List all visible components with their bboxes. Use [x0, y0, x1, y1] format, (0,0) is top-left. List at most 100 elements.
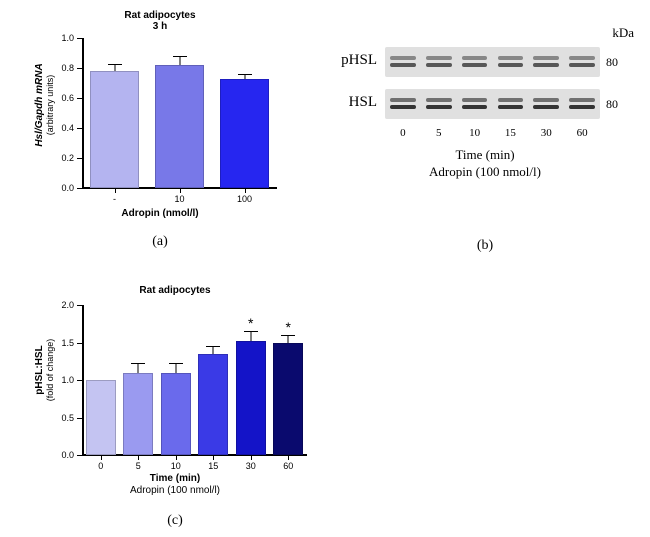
y-tick: [77, 418, 82, 419]
blot-band: [569, 56, 595, 60]
y-tick: [77, 68, 82, 69]
blot-band: [462, 63, 488, 67]
y-axis: [82, 305, 84, 455]
panel-c-title-text: Rat adipocytes: [139, 285, 210, 296]
blot-band: [498, 56, 524, 60]
blot-band: [569, 98, 595, 102]
significance-mark: *: [248, 315, 253, 331]
panel-a-ylabel-main: Hsl/Gapdh mRNA: [34, 63, 45, 146]
blot-band: [390, 98, 416, 102]
panel-a-chart: Rat adipocytes 3 h 0.00.20.40.60.81.0-10…: [20, 10, 300, 230]
x-tick: [115, 188, 116, 193]
blot-band: [462, 98, 488, 102]
x-tick-label: 10: [174, 194, 184, 204]
y-tick: [77, 188, 82, 189]
panel-c-label: (c): [20, 513, 330, 529]
x-tick: [213, 455, 214, 460]
bar: [220, 79, 269, 189]
blot-band: [390, 63, 416, 67]
bar: [123, 373, 153, 456]
panel-c-ylabel: pHSL:HSL (fold of change): [34, 295, 56, 445]
blot-band: [533, 98, 559, 102]
y-tick-label: 0.0: [48, 450, 74, 460]
error-bar: [131, 363, 145, 373]
y-tick: [77, 305, 82, 306]
blot-band: [533, 105, 559, 109]
blot-lane-label: 60: [577, 127, 588, 139]
panel-b-blot: kDa pHSL80HSL800510153060Time (min)Adrop…: [330, 25, 640, 230]
blot-band: [498, 98, 524, 102]
error-bar: [173, 56, 187, 65]
x-tick-label: 60: [283, 461, 293, 471]
blot-band: [462, 105, 488, 109]
x-tick: [176, 455, 177, 460]
error-bar: [169, 363, 183, 373]
x-tick: [101, 455, 102, 460]
panel-c: Rat adipocytes 0.00.51.01.52.0051015*30*…: [20, 285, 330, 535]
blot-lane-label: 30: [541, 127, 552, 139]
x-tick-label: -: [113, 194, 116, 204]
bar: [155, 65, 204, 188]
blot-band: [390, 105, 416, 109]
blot-caption-line2: Adropin (100 nmol/l): [429, 164, 541, 179]
blot-band: [426, 63, 452, 67]
x-tick-label: 10: [171, 461, 181, 471]
panel-a: Rat adipocytes 3 h 0.00.20.40.60.81.0-10…: [20, 10, 300, 255]
blot-row-label: pHSL: [330, 52, 377, 69]
panel-c-xlabel-line1: Time (min): [150, 473, 200, 484]
blot-band: [498, 105, 524, 109]
x-tick-label: 0: [98, 461, 103, 471]
blot-band: [533, 56, 559, 60]
blot-band: [569, 105, 595, 109]
blot-caption: Time (min)Adropin (100 nmol/l): [330, 147, 640, 181]
y-tick: [77, 38, 82, 39]
y-tick: [77, 343, 82, 344]
panel-c-title: Rat adipocytes: [20, 285, 330, 296]
y-axis: [82, 38, 84, 188]
blot-strip: [385, 47, 600, 77]
x-tick-label: 5: [136, 461, 141, 471]
error-bar: [281, 335, 295, 343]
blot-band: [569, 63, 595, 67]
bar: [198, 354, 228, 455]
panel-c-xlabel: Time (min) Adropin (100 nmol/l): [20, 473, 330, 496]
blot-band: [426, 105, 452, 109]
bar: [273, 343, 303, 456]
x-tick: [245, 188, 246, 193]
x-tick-label: 30: [246, 461, 256, 471]
panel-a-ylabel-sub: (arbitrary units): [45, 75, 55, 136]
y-tick: [77, 98, 82, 99]
x-tick: [180, 188, 181, 193]
blot-row-label: HSL: [330, 94, 377, 111]
y-tick: [77, 380, 82, 381]
x-tick: [288, 455, 289, 460]
panel-a-title-line1: Rat adipocytes: [124, 10, 195, 21]
blot-band: [533, 63, 559, 67]
significance-mark: *: [286, 319, 291, 335]
panel-b-label: (b): [330, 238, 640, 254]
error-bar: [238, 74, 252, 79]
panel-a-title-line2: 3 h: [153, 21, 167, 32]
panel-a-ylabel: Hsl/Gapdh mRNA (arbitrary units): [34, 30, 56, 180]
blot-kda-value: 80: [606, 97, 618, 112]
y-tick: [77, 158, 82, 159]
blot-lane-label: 5: [436, 127, 442, 139]
error-bar: [206, 346, 220, 354]
panel-c-plot-area: 0.00.51.01.52.0051015*30*60: [82, 305, 307, 455]
blot-band: [390, 56, 416, 60]
bar: [90, 71, 139, 188]
blot-lane-label: 15: [505, 127, 516, 139]
panel-c-ylabel-main: pHSL:HSL: [34, 345, 45, 394]
blot-strip: [385, 89, 600, 119]
y-tick: [77, 128, 82, 129]
bar: [86, 380, 116, 455]
blot-band: [498, 63, 524, 67]
blot-band: [462, 56, 488, 60]
y-tick-label: 0.0: [48, 183, 74, 193]
x-tick: [138, 455, 139, 460]
blot-lane-label: 0: [400, 127, 406, 139]
panel-c-chart: Rat adipocytes 0.00.51.01.52.0051015*30*…: [20, 285, 330, 503]
panel-c-xlabel-line2: Adropin (100 nmol/l): [130, 485, 220, 496]
blot-band: [426, 98, 452, 102]
panel-a-xlabel: Adropin (nmol/l): [20, 208, 300, 219]
